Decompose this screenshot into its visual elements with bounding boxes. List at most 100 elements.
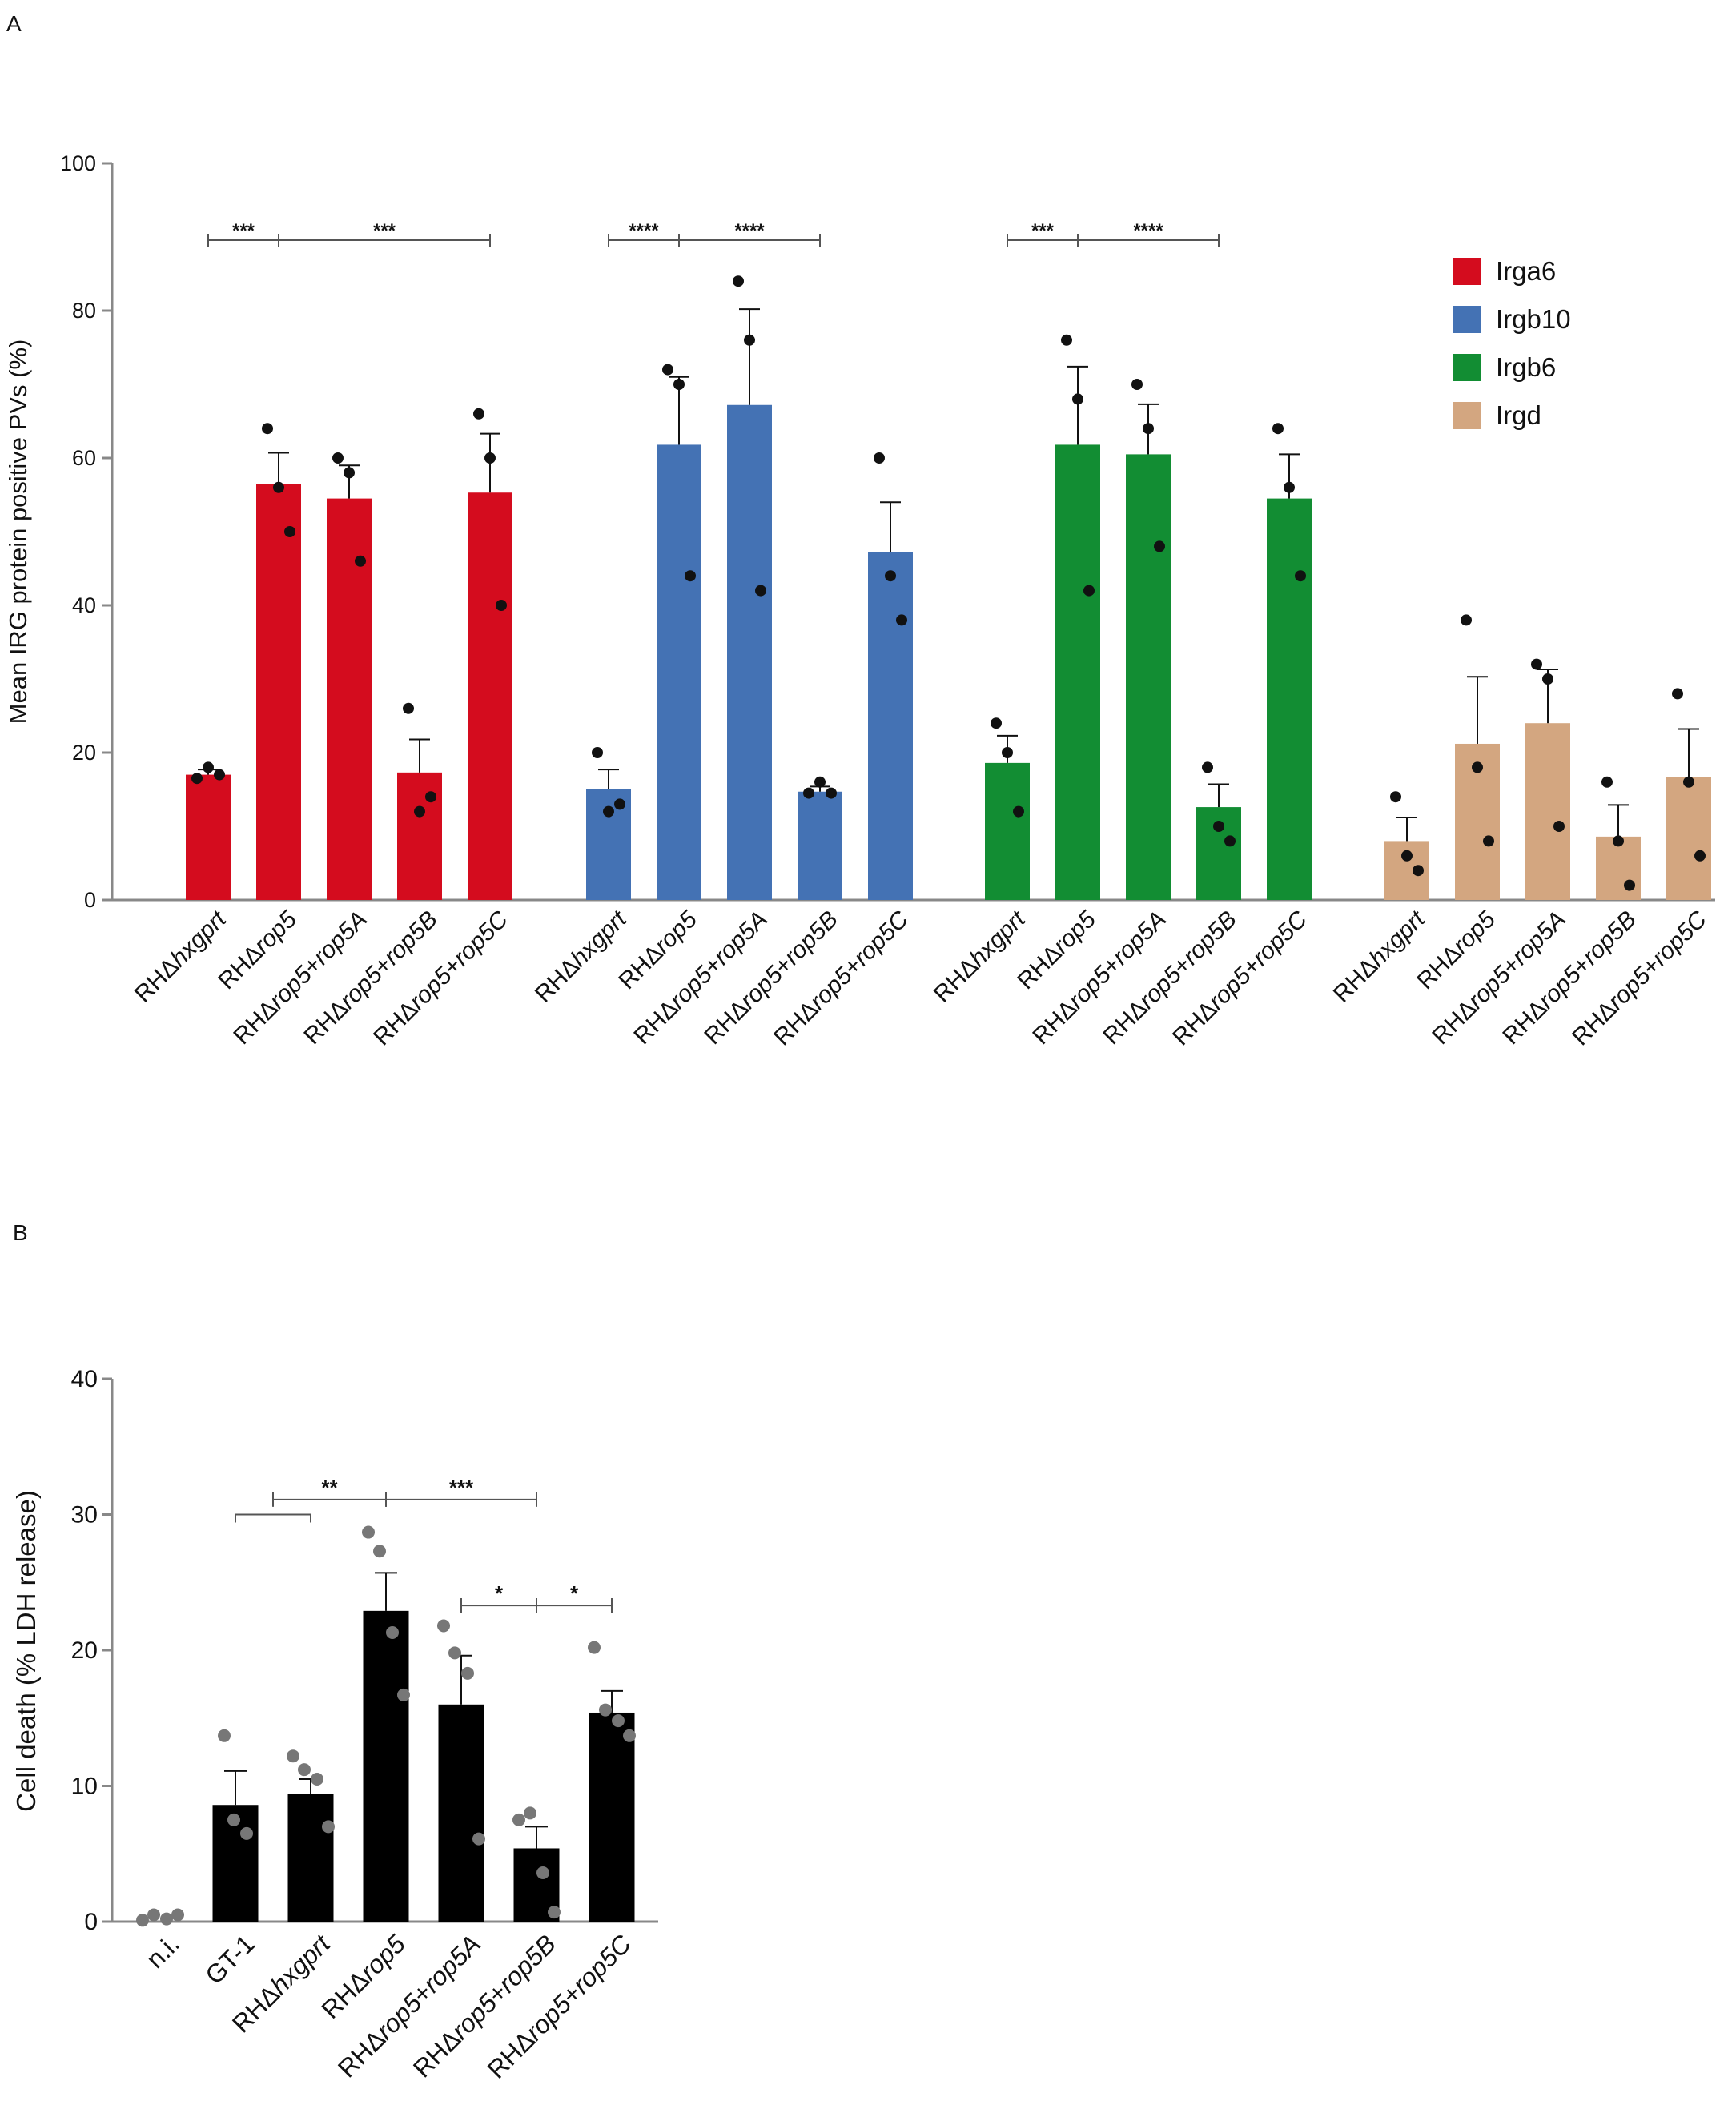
a-data-point [1002, 747, 1013, 758]
a-sig-label: **** [1133, 220, 1163, 242]
a-data-point [803, 787, 814, 799]
a-data-point [1413, 865, 1424, 877]
b-sig-label: * [495, 1581, 504, 1605]
a-bar-irga6 [186, 774, 231, 900]
a-legend-swatch [1453, 354, 1481, 381]
a-legend-swatch [1453, 306, 1481, 333]
b-sig-label: * [570, 1581, 579, 1605]
a-bar-irgb6 [1267, 498, 1312, 900]
a-data-point [1295, 570, 1306, 582]
b-bar [363, 1610, 409, 1922]
b-sig-label: ** [321, 1476, 338, 1500]
a-legend-label: Irga6 [1496, 256, 1556, 286]
a-legend-label: Irgb10 [1496, 304, 1571, 334]
a-data-point [1624, 879, 1635, 891]
a-x-tick-label: RHΔrop5+rop5C [1167, 906, 1312, 1050]
a-data-point [273, 481, 284, 493]
a-y-tick-label: 0 [84, 888, 96, 912]
a-legend-swatch [1453, 258, 1481, 285]
b-data-point [612, 1714, 625, 1728]
panel-b-chart: 0 10 20 30 40 Cell death (% LDH release) n.i. G… [11, 1366, 658, 2084]
b-bar [287, 1794, 334, 1922]
b-data-point [512, 1813, 525, 1826]
a-x-tick-label: RHΔhxgprt [1328, 905, 1431, 1007]
a-y-tick-label: 60 [72, 446, 96, 470]
a-y-tick-label: 40 [72, 593, 96, 617]
a-data-point [733, 275, 744, 287]
b-y-tick-label: 0 [84, 1909, 98, 1935]
a-x-tick-label: RHΔhxgprt [530, 905, 633, 1007]
b-data-point [218, 1729, 231, 1742]
a-data-point [896, 614, 907, 626]
a-sig-label: *** [373, 220, 396, 242]
b-y-tick-label: 20 [71, 1637, 98, 1664]
a-y-axis-label: Mean IRG protein positive PVs (%) [4, 339, 32, 725]
a-data-point [1390, 791, 1401, 803]
b-x-tick-label: GT-1 [199, 1929, 260, 1990]
a-bar-irgb10 [657, 444, 701, 900]
a-data-point [214, 769, 225, 781]
b-data-point [136, 1914, 149, 1927]
b-y-tick-label: 10 [71, 1774, 98, 1800]
a-data-point [1613, 835, 1624, 847]
b-data-point [397, 1688, 410, 1701]
b-data-point [160, 1912, 173, 1926]
a-data-point [344, 467, 355, 479]
b-data-point [623, 1729, 636, 1742]
b-y-axis-label: Cell death (% LDH release) [11, 1490, 41, 1812]
b-data-point [322, 1820, 335, 1834]
a-data-point [1224, 835, 1236, 847]
panel-a-letter: A [6, 11, 22, 36]
b-data-point [437, 1619, 450, 1633]
a-data-point [874, 452, 885, 464]
a-bar-irga6 [468, 492, 512, 900]
a-data-point [484, 452, 496, 464]
a-legend: Irga6 Irgb10 Irgb6 Irgd [1453, 256, 1571, 430]
b-data-point [536, 1866, 549, 1879]
a-data-point [1213, 821, 1224, 832]
a-data-point [1472, 761, 1483, 773]
a-x-tick-label: RHΔhxgprt [130, 905, 232, 1007]
a-bar-irgb6 [1126, 454, 1171, 900]
b-data-point [287, 1749, 299, 1763]
a-data-point [1072, 393, 1083, 405]
b-x-tick-label: RHΔrop5+rop5C [482, 1929, 637, 2084]
a-data-point [355, 555, 366, 567]
a-data-point [685, 570, 696, 582]
b-data-point [472, 1832, 485, 1846]
b-data-point [171, 1908, 184, 1922]
b-data-point [227, 1813, 240, 1826]
b-data-point [298, 1763, 311, 1777]
b-data-point [386, 1625, 399, 1639]
a-x-tick-label: RHΔrop5+rop5A [629, 906, 773, 1050]
b-data-point [461, 1666, 474, 1680]
b-sig-label: *** [449, 1476, 474, 1500]
a-data-point [262, 423, 273, 435]
a-legend-label: Irgd [1496, 400, 1541, 430]
a-legend-swatch [1453, 402, 1481, 429]
a-x-tick-label: RHΔrop5+rop5B [1098, 906, 1242, 1050]
a-legend-label: Irgb6 [1496, 352, 1556, 382]
a-sig-label: **** [629, 220, 659, 242]
a-data-point [1542, 673, 1553, 685]
a-data-point [414, 805, 425, 818]
a-bar-irgb6 [985, 762, 1030, 900]
a-y-tick-label: 80 [72, 299, 96, 323]
a-bar-irgd [1666, 777, 1711, 900]
a-data-point [1461, 614, 1472, 626]
a-sig-label: *** [232, 220, 255, 242]
a-x-tick-label: RHΔrop5+rop5A [228, 906, 372, 1050]
a-data-point [191, 773, 203, 785]
a-data-point [1131, 379, 1143, 390]
b-data-point [362, 1525, 375, 1539]
a-data-point [755, 585, 766, 597]
b-data-point [311, 1773, 323, 1786]
a-data-point [403, 702, 414, 714]
a-data-point [826, 787, 837, 799]
a-x-tick-label: RHΔrop5+rop5B [1497, 906, 1642, 1050]
a-bar-irga6 [327, 498, 372, 900]
a-data-point [1284, 481, 1295, 493]
a-data-point [1202, 761, 1213, 773]
a-x-tick-label: RHΔrop5+rop5C [368, 906, 513, 1050]
